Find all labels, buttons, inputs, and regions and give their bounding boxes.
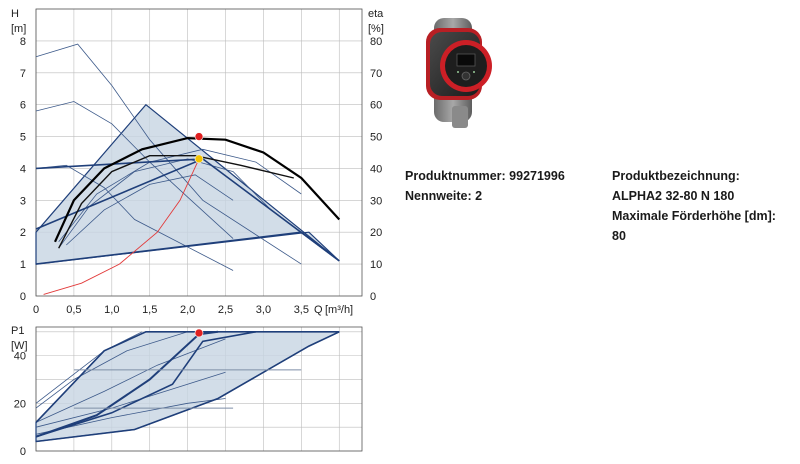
q-axis-title: Q	[314, 304, 323, 316]
eta-axis-unit: [%]	[368, 23, 384, 35]
bot-series-thin-2	[35, 331, 188, 409]
bot-series-control-6	[35, 331, 340, 423]
bot-series-thin-3	[35, 338, 226, 423]
top-operating-point-0	[194, 132, 204, 141]
bot-series-control-7	[35, 331, 340, 443]
top-series-mid-11	[58, 155, 294, 249]
top-y2-tick-label: 0	[370, 291, 376, 303]
eta-axis-title: eta	[368, 8, 384, 20]
top-series-max-10	[53, 136, 341, 243]
top-x-tick-label: 1,5	[142, 304, 157, 316]
top-y-tick-label: 3	[20, 195, 26, 207]
top-x-tick-label: 0,5	[66, 304, 81, 316]
top-y2-tick-label: 40	[370, 163, 382, 175]
p1-axis-unit: [W]	[11, 340, 28, 352]
top-y2-tick-label: 70	[370, 68, 382, 80]
top-y-tick-label: 6	[20, 100, 26, 112]
bot-y-tick-label: 0	[20, 446, 26, 458]
top-series-thin-1	[35, 43, 302, 265]
top-y-tick-label: 7	[20, 68, 26, 80]
max-head-label: Maximale Förderhöhe [dm]:	[612, 209, 776, 223]
product-number: Produktnummer: 99271996	[405, 169, 565, 183]
pump-icon	[426, 18, 492, 128]
q-axis-unit: [m³/h]	[325, 304, 353, 316]
top-series-control-8	[35, 231, 340, 265]
top-x-tick-label: 0	[33, 304, 39, 316]
p1-axis-title: P1	[11, 325, 24, 337]
product-number-block: Produktnummer: 99271996 Nennweite: 2	[405, 166, 565, 206]
top-frame	[35, 8, 363, 297]
designation-value: ALPHA2 32-80 N 180	[612, 189, 735, 203]
bot-frame	[35, 326, 363, 452]
top-y-tick-label: 0	[20, 291, 26, 303]
top-y2-tick-label: 20	[370, 227, 382, 239]
top-y-tick-label: 8	[20, 36, 26, 48]
top-series-thin-6	[66, 174, 234, 246]
bot-operating-point-0	[194, 328, 204, 338]
top-y2-tick-label: 50	[370, 132, 382, 144]
top-y-tick-label: 2	[20, 227, 26, 239]
top-operating-point-1	[194, 154, 204, 164]
top-y-tick-label: 4	[20, 163, 26, 175]
product-designation-block: Produktbezeichnung: ALPHA2 32-80 N 180 M…	[612, 166, 776, 246]
top-y2-tick-label: 60	[370, 100, 382, 112]
top-series-thin-3	[35, 164, 234, 271]
h-axis-unit: [m]	[11, 23, 26, 35]
top-x-tick-label: 3,5	[294, 304, 309, 316]
bot-series-control-8	[35, 331, 257, 438]
top-y2-tick-label: 30	[370, 195, 382, 207]
bot-y-tick-label: 40	[14, 351, 26, 363]
top-y-tick-label: 1	[20, 259, 26, 271]
top-series-control-9	[35, 158, 203, 170]
power-flow-chart: 0 20 40	[14, 326, 363, 458]
top-x-tick-label: 2,0	[180, 304, 195, 316]
top-x-tick-label: 2,5	[218, 304, 233, 316]
bot-series-max-9	[35, 330, 219, 438]
nominal-size: Nennweite: 2	[405, 189, 483, 203]
h-axis-title: H	[11, 8, 19, 20]
max-head-value: 80	[612, 229, 626, 243]
top-y2-tick-label: 10	[370, 259, 382, 271]
top-series-eta-12	[43, 158, 200, 295]
top-y2-tick-label: 80	[370, 36, 382, 48]
top-x-tick-label: 1,0	[104, 304, 119, 316]
top-y-tick-label: 5	[20, 132, 26, 144]
top-series-thin-5	[58, 158, 272, 249]
designation-heading: Produktbezeichnung:	[612, 169, 740, 183]
top-x-tick-label: 3,0	[256, 304, 271, 316]
bot-series-thin-5	[35, 398, 226, 435]
top-series-thin-2	[35, 101, 234, 239]
bot-y-tick-label: 20	[14, 398, 26, 410]
